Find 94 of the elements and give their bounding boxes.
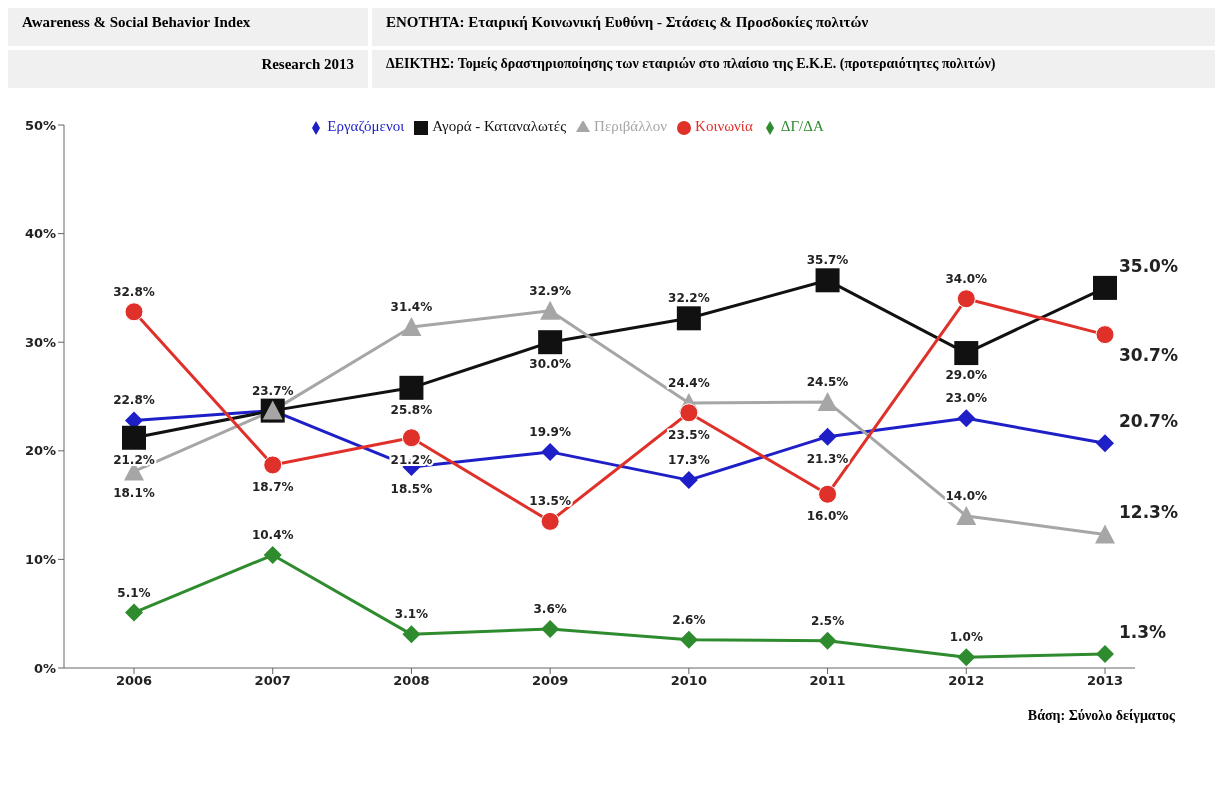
data-label: 23.0% — [945, 391, 988, 406]
y-tick-label: 0% — [33, 660, 56, 676]
point — [541, 619, 560, 638]
point — [676, 306, 701, 331]
legend-label: ΔΓ/ΔΑ — [780, 118, 824, 134]
data-label: 17.3% — [668, 453, 710, 468]
data-label: 32.8% — [113, 284, 155, 299]
point — [401, 317, 422, 336]
data-label: 25.8% — [390, 402, 433, 417]
data-label: 3.6% — [533, 601, 567, 616]
x-tick-label: 2011 — [809, 673, 846, 689]
point — [124, 302, 144, 322]
point — [956, 505, 977, 525]
data-label: 16.0% — [806, 509, 849, 524]
y-tick-label: 40% — [24, 226, 56, 242]
chart-title: Awareness & Social Behavior Index — [8, 8, 368, 46]
data-label: 23.5% — [668, 427, 710, 442]
point — [954, 341, 979, 366]
data-label: 31.4% — [390, 300, 433, 314]
legend-label: Περιβάλλον — [594, 118, 668, 134]
point — [818, 631, 837, 650]
data-label: 21.2% — [113, 452, 155, 467]
point — [1093, 275, 1117, 300]
data-label: 29.0% — [945, 368, 988, 383]
x-tick-label: 2009 — [532, 673, 569, 689]
point — [541, 442, 560, 461]
point — [540, 300, 561, 320]
legend-label: Αγορά - Καταναλωτές — [432, 118, 567, 134]
data-label: 18.5% — [390, 482, 433, 497]
x-tick-label: 2007 — [254, 673, 291, 689]
point — [956, 289, 976, 309]
data-label: 34.0% — [945, 271, 988, 286]
point — [679, 471, 698, 490]
data-label: 32.2% — [668, 291, 710, 306]
x-tick-label: 2012 — [948, 673, 985, 689]
point — [815, 268, 840, 293]
data-label: 19.9% — [529, 424, 571, 439]
data-label: 5.1% — [117, 585, 151, 600]
text: Βάση: Σύνολο δείγματος — [1026, 708, 1176, 724]
y-tick-label: 50% — [24, 117, 56, 133]
data-label: 10.4% — [251, 528, 294, 543]
point — [263, 546, 282, 565]
data-label: 23.7% — [251, 383, 294, 398]
point — [1095, 325, 1115, 345]
data-label: 32.9% — [529, 283, 571, 298]
data-label: 22.8% — [113, 393, 155, 408]
data-label: 1.3% — [1119, 621, 1167, 642]
point — [957, 409, 976, 428]
point — [125, 603, 143, 622]
point — [817, 391, 838, 411]
data-label: 18.1% — [113, 486, 155, 501]
text: ΕΝΟΤΗΤΑ: Εταιρική Κοινωνική Ευθύνη - Στάσεις & Προσδοκίες πολιτών — [372, 8, 1215, 46]
y-tick-label: 30% — [24, 334, 56, 350]
point — [401, 428, 421, 448]
point — [957, 648, 976, 667]
data-label: 18.7% — [251, 479, 294, 494]
point — [399, 375, 424, 400]
point — [1096, 434, 1114, 453]
data-label: 24.4% — [668, 376, 710, 391]
data-label: 30.0% — [529, 357, 571, 372]
point — [818, 484, 838, 504]
data-label: 30.7% — [1119, 344, 1178, 365]
legend-label: Κοινωνία — [695, 118, 753, 134]
x-tick-label: 2008 — [393, 673, 430, 689]
data-label: 24.5% — [806, 374, 849, 389]
point — [402, 625, 421, 644]
legend-label: Εργαζόμενοι — [327, 118, 405, 134]
chart-subtitle: Research 2013 — [8, 50, 368, 88]
point — [1096, 644, 1114, 663]
point — [538, 330, 563, 355]
data-label: 35.7% — [806, 253, 849, 268]
point — [679, 403, 699, 423]
data-label: 35.0% — [1119, 255, 1178, 276]
point — [263, 455, 283, 475]
data-label: 2.5% — [810, 613, 845, 628]
point — [818, 427, 837, 446]
text: ΔΕΙΚΤΗΣ: Τομείς δραστηριοποίησης των εταιριών στο πλαίσιο της Ε.Κ.Ε. (προτεραιότητες πολιτών) — [372, 50, 1215, 88]
y-tick-label: 10% — [24, 552, 56, 568]
data-label: 20.7% — [1119, 411, 1178, 432]
point — [540, 511, 560, 531]
point — [1095, 524, 1115, 544]
y-tick-label: 20% — [24, 443, 56, 459]
point — [679, 630, 698, 649]
data-label: 1.0% — [949, 630, 983, 645]
x-tick-label: 2006 — [115, 673, 153, 689]
point — [122, 425, 146, 450]
data-label: 2.6% — [672, 612, 706, 627]
data-label: 21.3% — [806, 451, 849, 466]
data-label: 14.0% — [945, 488, 988, 503]
data-label: 3.1% — [394, 607, 429, 622]
x-tick-label: 2010 — [670, 673, 707, 689]
data-label: 13.5% — [529, 494, 571, 509]
data-label: 12.3% — [1119, 502, 1178, 523]
x-tick-label: 2013 — [1086, 673, 1124, 689]
